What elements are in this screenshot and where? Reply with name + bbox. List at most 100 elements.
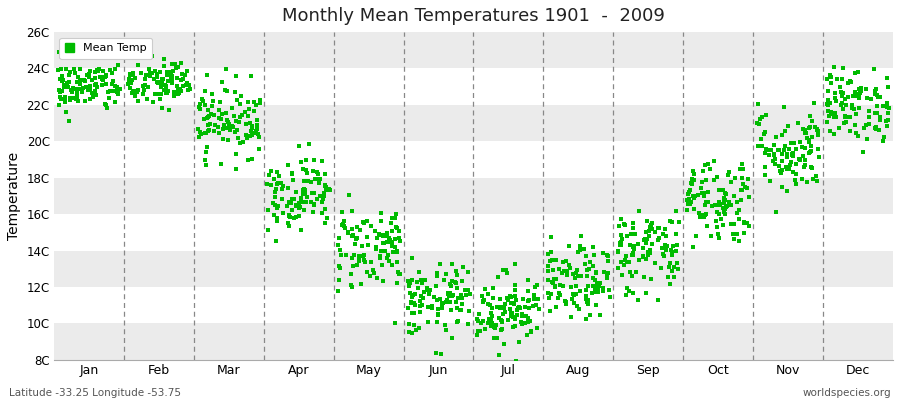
Point xyxy=(499,300,513,307)
Point xyxy=(382,257,396,264)
Point xyxy=(579,253,593,259)
Point xyxy=(369,244,383,250)
Point xyxy=(89,81,104,87)
Point xyxy=(872,126,886,133)
Point xyxy=(376,278,391,284)
Point xyxy=(684,179,698,186)
Point xyxy=(630,297,644,304)
Point xyxy=(289,202,303,209)
Point xyxy=(392,235,406,241)
Point xyxy=(803,149,817,155)
Point xyxy=(631,240,645,247)
Point xyxy=(626,250,640,256)
Point xyxy=(639,236,653,242)
Point xyxy=(717,195,732,201)
Point xyxy=(170,74,184,81)
Point xyxy=(53,76,68,82)
Point xyxy=(449,279,464,286)
Point xyxy=(53,89,68,96)
Point xyxy=(611,249,625,255)
Point xyxy=(717,208,732,215)
Point xyxy=(405,255,419,261)
Point xyxy=(441,290,455,296)
Point xyxy=(812,153,826,160)
Point xyxy=(740,185,754,192)
Point xyxy=(292,200,306,207)
Point xyxy=(268,189,283,195)
Point xyxy=(316,195,330,202)
Point xyxy=(165,80,179,86)
Point xyxy=(193,128,207,135)
Point xyxy=(319,220,333,227)
Point xyxy=(130,86,145,93)
Point xyxy=(644,247,658,253)
Point xyxy=(463,291,477,297)
Point xyxy=(753,116,768,122)
Point xyxy=(850,91,864,98)
Point xyxy=(730,210,744,216)
Point xyxy=(390,249,404,255)
Point xyxy=(714,216,728,222)
Point xyxy=(425,305,439,312)
Point xyxy=(742,194,757,200)
Point xyxy=(517,296,531,302)
Point xyxy=(435,305,449,311)
Point xyxy=(345,255,359,262)
Point xyxy=(521,288,535,294)
Point xyxy=(850,130,864,136)
Point xyxy=(805,117,819,124)
Point xyxy=(751,101,765,108)
Point xyxy=(109,83,123,90)
Point xyxy=(201,122,215,128)
Point xyxy=(762,152,777,158)
Point xyxy=(870,103,885,109)
Point xyxy=(431,306,446,313)
Point xyxy=(835,100,850,106)
Point xyxy=(643,223,657,230)
Point xyxy=(390,224,404,231)
Point xyxy=(823,112,837,119)
Point xyxy=(626,243,640,249)
Point xyxy=(125,72,140,78)
Point xyxy=(644,221,658,228)
Point xyxy=(627,231,642,237)
Point xyxy=(380,233,394,239)
Point xyxy=(428,350,443,357)
Point xyxy=(820,98,834,105)
Point xyxy=(283,214,297,220)
Point xyxy=(62,117,77,124)
Point xyxy=(687,171,701,177)
Point xyxy=(251,131,266,138)
Point xyxy=(68,70,82,76)
Point xyxy=(821,97,835,103)
Point xyxy=(421,287,436,294)
Point xyxy=(102,94,116,101)
Point xyxy=(360,234,374,240)
Point xyxy=(253,100,267,106)
Point xyxy=(297,178,311,184)
Point xyxy=(88,92,103,98)
Point xyxy=(724,202,738,209)
Point xyxy=(432,260,446,267)
Point xyxy=(742,222,757,229)
Point xyxy=(304,190,319,196)
Point xyxy=(485,320,500,326)
Point xyxy=(122,80,137,86)
Point xyxy=(868,124,883,130)
Point xyxy=(698,212,713,218)
Point xyxy=(541,268,555,274)
Point xyxy=(518,320,532,326)
Point xyxy=(71,74,86,80)
Point xyxy=(332,263,347,269)
Point xyxy=(503,294,517,301)
Point xyxy=(228,88,242,95)
Point xyxy=(562,243,576,249)
Point xyxy=(564,296,579,302)
Point xyxy=(128,75,142,81)
Point xyxy=(879,100,894,106)
Point xyxy=(66,85,80,92)
Point xyxy=(596,250,610,256)
Point xyxy=(410,279,424,286)
Point xyxy=(462,308,476,314)
Text: worldspecies.org: worldspecies.org xyxy=(803,388,891,398)
